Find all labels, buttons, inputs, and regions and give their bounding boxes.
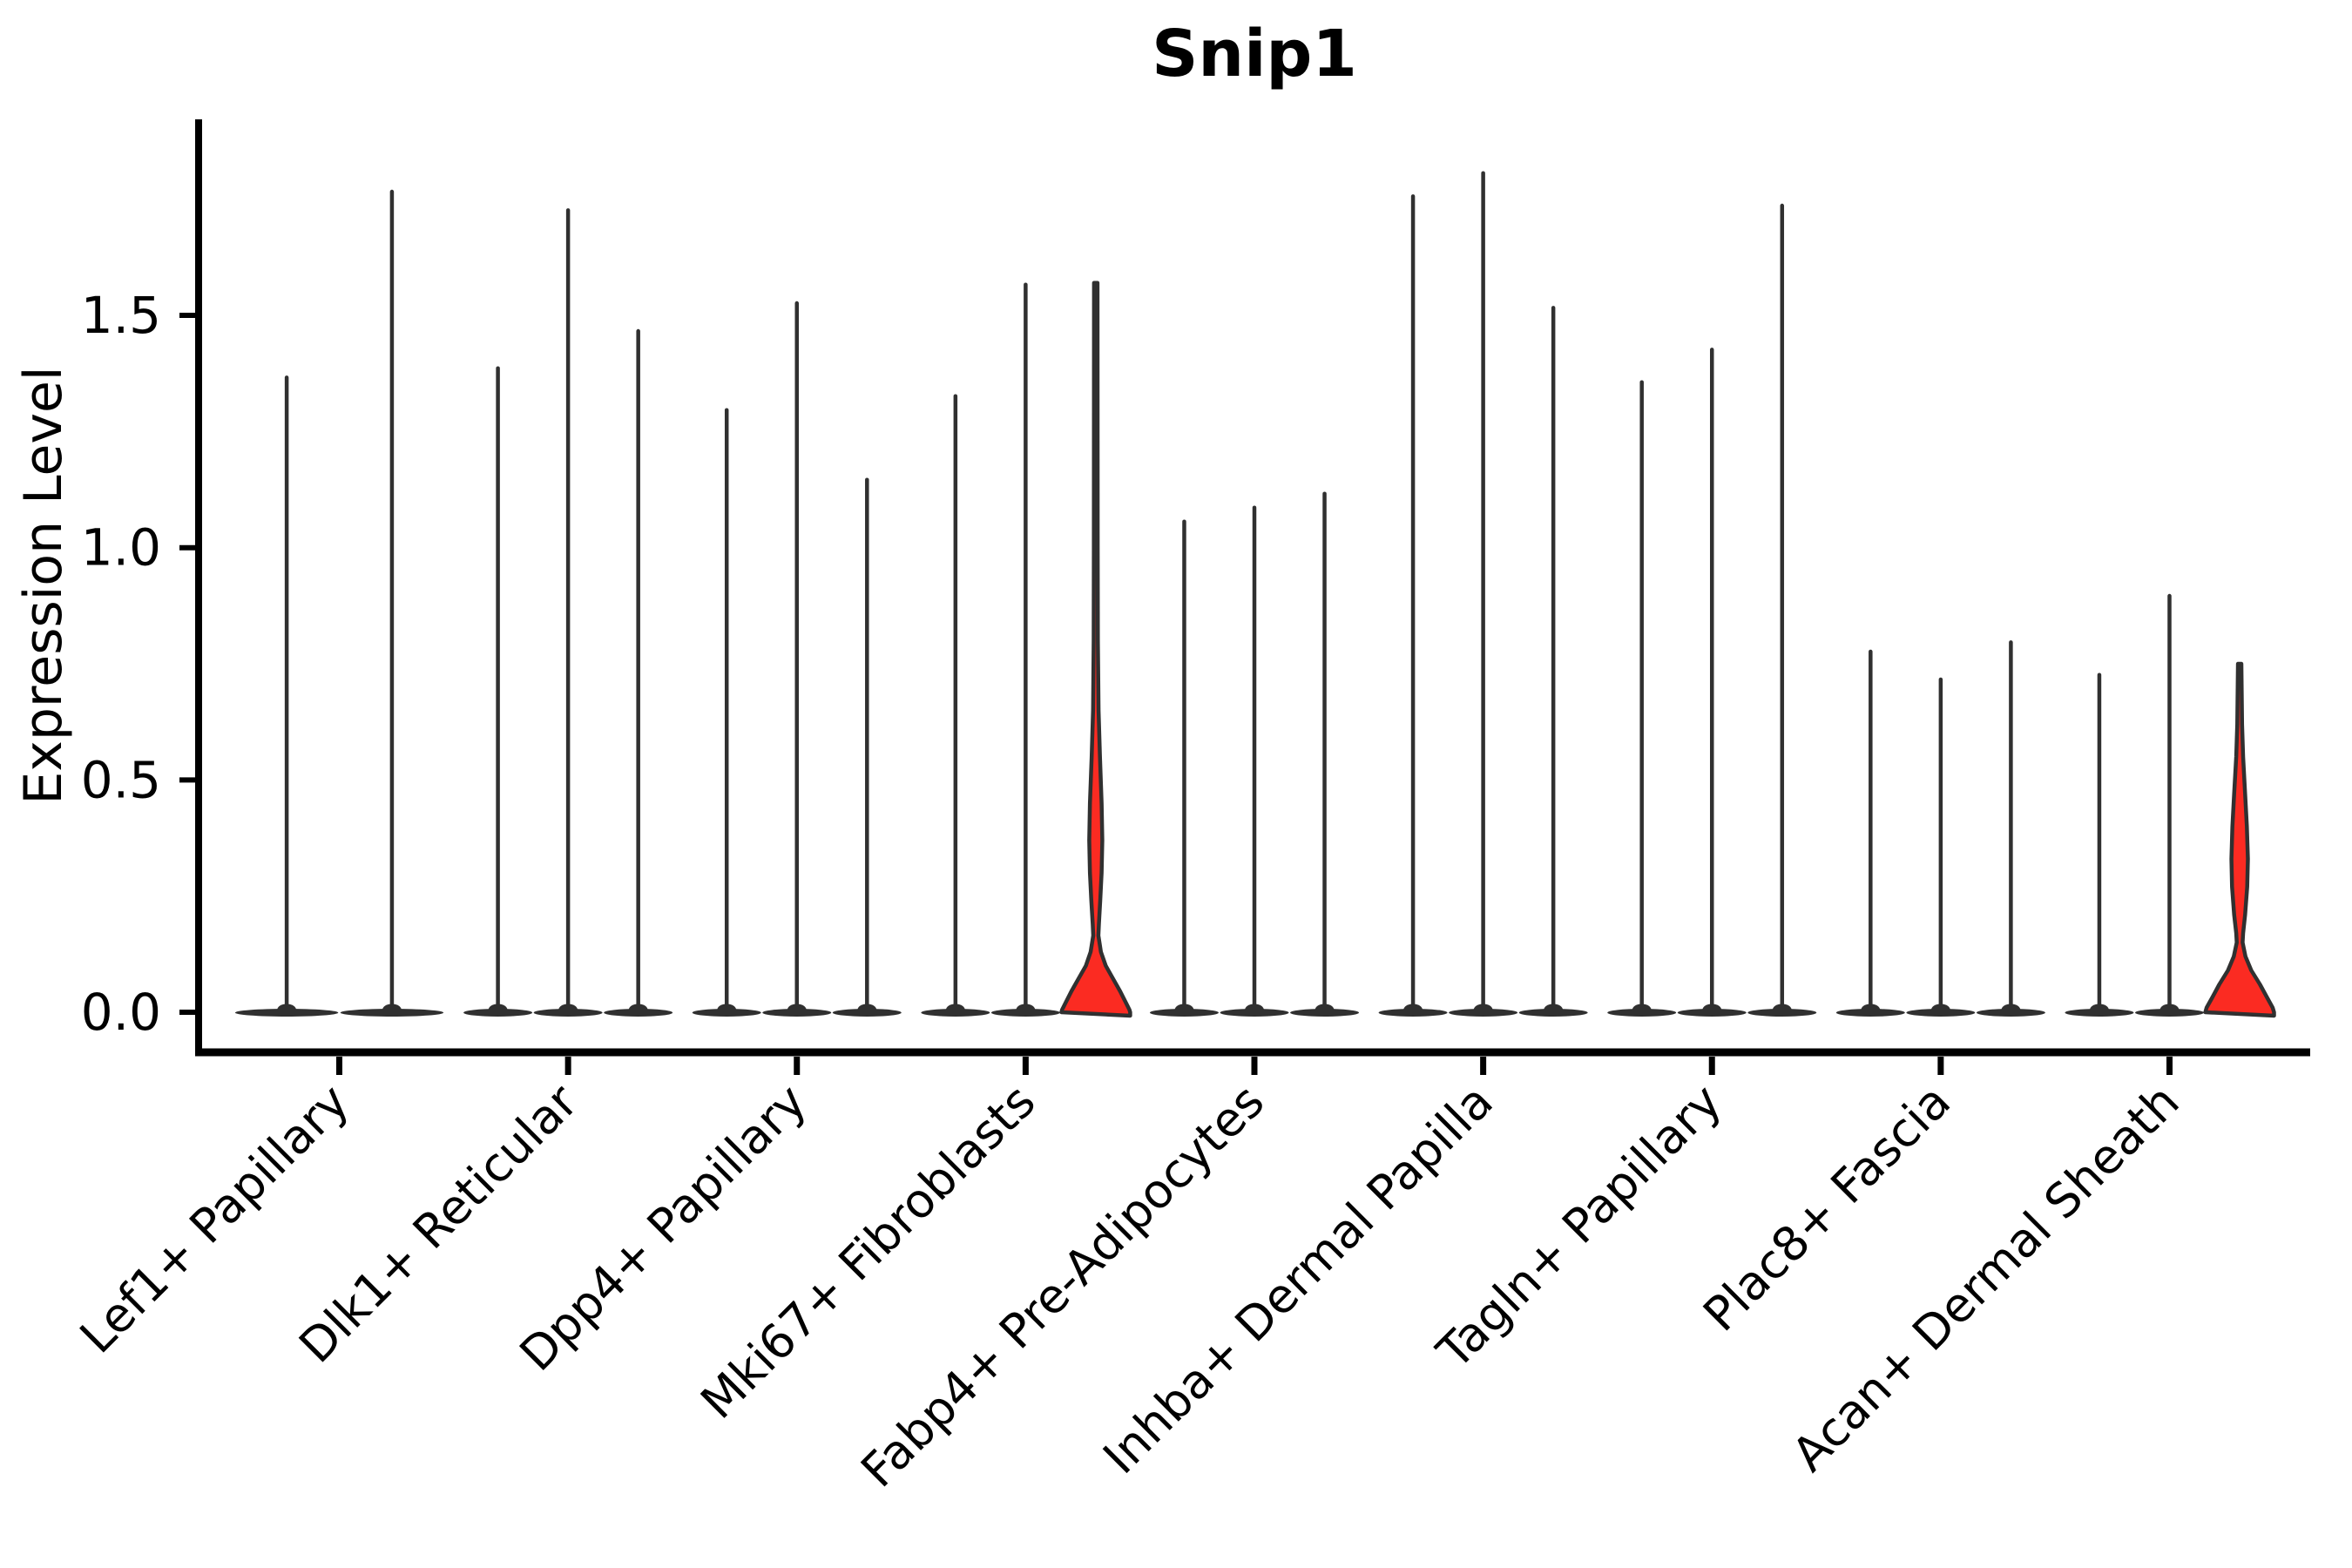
violin-base xyxy=(1149,1009,1219,1017)
violin-highlighted xyxy=(1059,280,1132,1018)
y-tick-label: 0.0 xyxy=(81,983,161,1042)
violin-base xyxy=(1607,1009,1677,1017)
violin-base xyxy=(2135,1009,2204,1017)
violin-base xyxy=(1747,1009,1817,1017)
violin-base xyxy=(832,1009,902,1017)
y-tick-label: 1.0 xyxy=(81,518,161,578)
chart-title: Snip1 xyxy=(1152,17,1357,91)
x-tick-label: Plac8+ Fascia xyxy=(1693,1074,1961,1342)
violin-base xyxy=(604,1009,673,1017)
violin-base xyxy=(1976,1009,2045,1017)
x-tick-label: Fabp4+ Pre-Adipocytes xyxy=(850,1074,1274,1498)
violin-base xyxy=(1449,1009,1518,1017)
x-tick-label: Acan+ Dermal Sheath xyxy=(1781,1074,2189,1482)
violin-base xyxy=(1378,1009,1448,1017)
x-tick-label: Inhba+ Dermal Papilla xyxy=(1092,1074,1503,1484)
violin-base xyxy=(2065,1009,2134,1017)
violin-base xyxy=(921,1009,990,1017)
violin-base xyxy=(533,1009,603,1017)
violin-base xyxy=(1835,1009,1905,1017)
violin-base xyxy=(692,1009,761,1017)
violin-base xyxy=(1290,1009,1360,1017)
violin-highlighted xyxy=(2203,661,2276,1018)
violin-base xyxy=(762,1009,832,1017)
violin-base xyxy=(1518,1009,1588,1017)
y-tick-label: 1.5 xyxy=(81,286,161,345)
violin-base xyxy=(234,1009,339,1017)
violin-base xyxy=(463,1009,533,1017)
violin-base xyxy=(340,1009,444,1017)
violin-base xyxy=(990,1009,1060,1017)
y-tick-label: 0.5 xyxy=(81,750,161,809)
violin-base xyxy=(1677,1009,1747,1017)
violin-base xyxy=(1220,1009,1289,1017)
violin-base xyxy=(1906,1009,1976,1017)
